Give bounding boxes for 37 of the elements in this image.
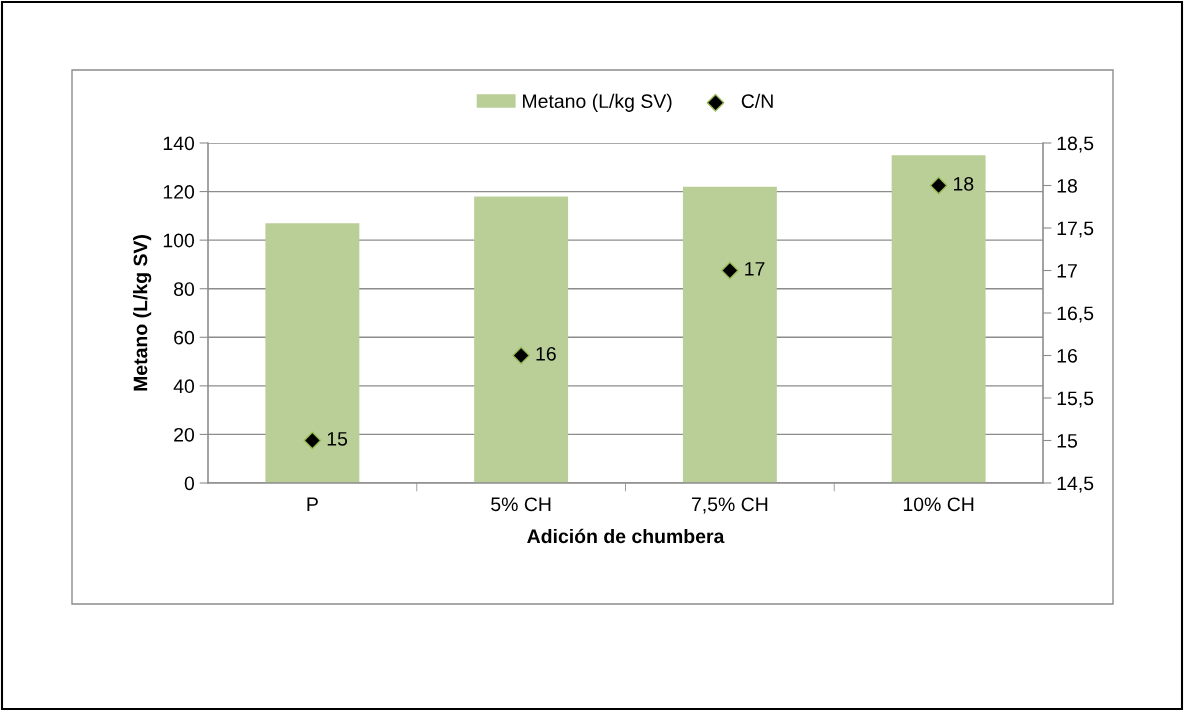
bar (891, 155, 986, 483)
data-label: 16 (536, 346, 556, 361)
y-tick-label: 60 (174, 330, 195, 345)
y-tick-label: 120 (163, 185, 195, 199)
y-tick-label: 20 (174, 427, 195, 442)
point (512, 346, 531, 365)
y2-tick-label: 17 (1057, 264, 1077, 278)
x-tick-label: 7,5% CH (691, 497, 768, 514)
y2-tick-label: 16,5 (1057, 306, 1094, 323)
x-tick-label: P (307, 497, 318, 511)
y-tick-label: 0 (184, 476, 195, 491)
x-tick-label: 10% CH (903, 497, 974, 512)
data-label: 18 (954, 176, 974, 191)
y2-tick-label: 15,5 (1057, 391, 1094, 408)
point (929, 176, 948, 195)
legend-label: Metano (L/kg SV) (523, 93, 672, 112)
x-axis-title: Adición de chumbera (527, 528, 725, 544)
y2-tick-label: 18,5 (1057, 136, 1094, 153)
bar (682, 186, 777, 483)
y2-tick-label: 14,5 (1057, 476, 1094, 493)
y2-tick-label: 17,5 (1057, 221, 1094, 238)
y2-tick-label: 18 (1057, 178, 1077, 193)
data-label: 15 (327, 432, 348, 446)
y2-tick-label: 15 (1057, 434, 1078, 448)
point (720, 261, 739, 280)
bar (265, 223, 360, 483)
y-tick-label: 140 (163, 136, 195, 151)
y-tick-label: 100 (163, 233, 195, 248)
x-tick-label: 5% CH (491, 497, 551, 512)
y-tick-label: 80 (174, 282, 195, 296)
y-axis-title: Metano (L/kg SV) (133, 235, 152, 391)
bar (474, 196, 569, 483)
legend-label: C/N (741, 93, 773, 109)
y2-tick-label: 16 (1057, 348, 1077, 363)
y-tick-label: 40 (173, 379, 195, 394)
point (303, 431, 322, 450)
data-label: 17 (745, 262, 765, 276)
